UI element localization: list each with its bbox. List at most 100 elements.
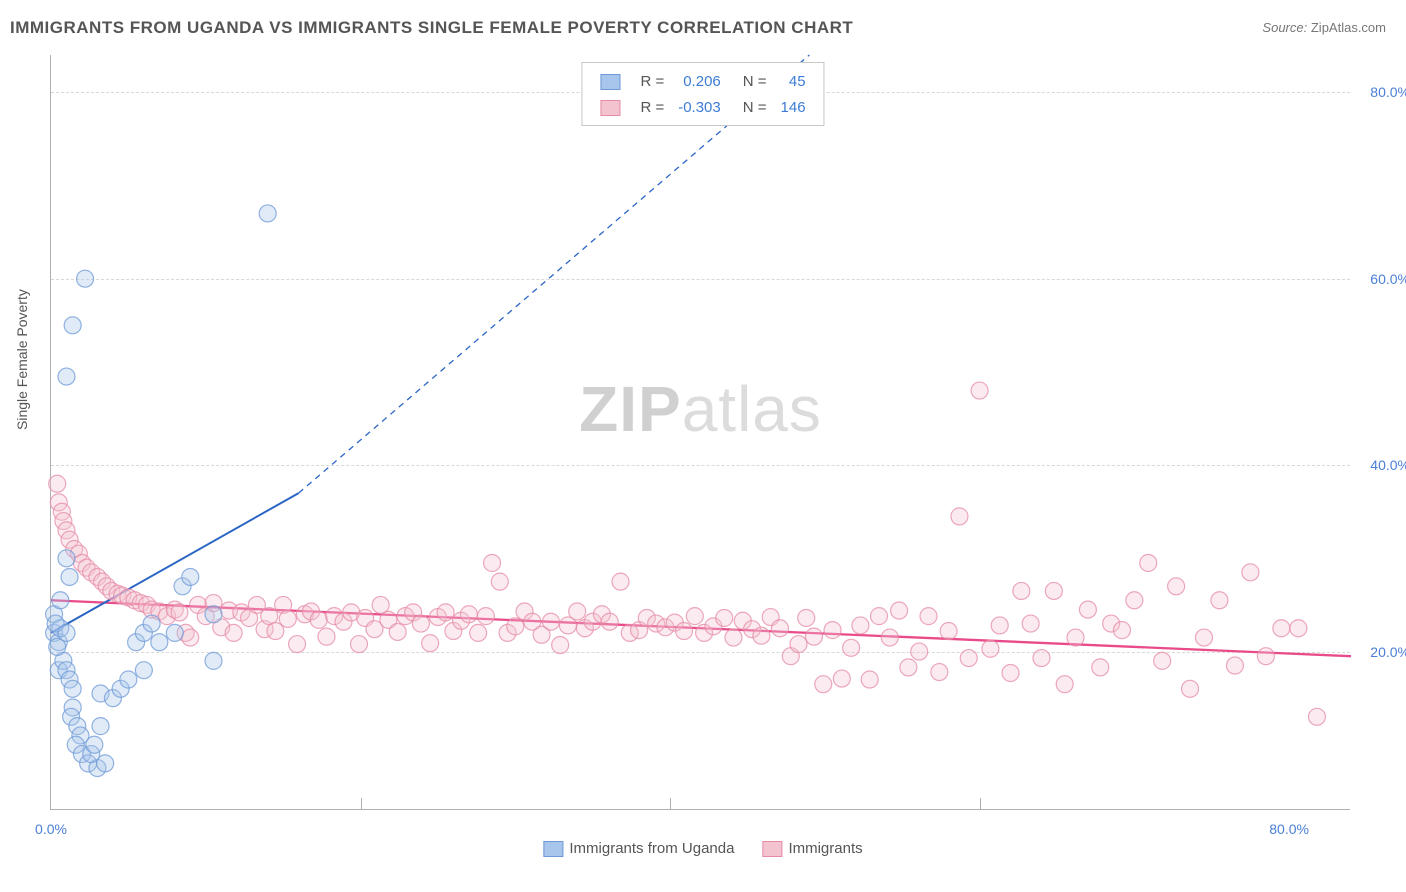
data-point <box>1045 582 1062 599</box>
data-point <box>86 736 103 753</box>
data-point <box>477 608 494 625</box>
data-point <box>891 602 908 619</box>
plot-area: ZIPatlas 20.0%40.0%60.0%80.0%0.0%80.0% <box>50 55 1350 810</box>
data-point <box>833 670 850 687</box>
source-label: Source: <box>1262 20 1307 35</box>
data-point <box>991 617 1008 634</box>
data-point <box>470 624 487 641</box>
data-point <box>289 636 306 653</box>
data-point <box>881 629 898 646</box>
legend-item: Immigrants from Uganda <box>543 840 734 857</box>
source-value: ZipAtlas.com <box>1311 20 1386 35</box>
data-point <box>1242 564 1259 581</box>
data-point <box>805 628 822 645</box>
data-point <box>931 664 948 681</box>
data-point <box>120 671 137 688</box>
data-point <box>1290 620 1307 637</box>
data-point <box>1079 601 1096 618</box>
chart-source: Source: ZipAtlas.com <box>1262 20 1386 35</box>
data-point <box>771 620 788 637</box>
data-point <box>61 568 78 585</box>
data-point <box>861 671 878 688</box>
data-point <box>1092 659 1109 676</box>
data-point <box>135 662 152 679</box>
data-point <box>279 610 296 627</box>
data-point <box>920 608 937 625</box>
chart-svg <box>51 55 1350 809</box>
legend-correlation: R =0.206N =45R =-0.303N =146 <box>581 62 824 126</box>
data-point <box>1168 578 1185 595</box>
data-point <box>310 611 327 628</box>
data-point <box>507 618 524 635</box>
data-point <box>460 606 477 623</box>
data-point <box>753 627 770 644</box>
data-point <box>1140 554 1157 571</box>
data-point <box>1273 620 1290 637</box>
y-tick-label: 20.0% <box>1355 644 1406 660</box>
data-point <box>960 650 977 667</box>
data-point <box>171 604 188 621</box>
data-point <box>422 635 439 652</box>
data-point <box>143 615 160 632</box>
data-point <box>552 637 569 654</box>
data-point <box>1067 629 1084 646</box>
data-point <box>92 718 109 735</box>
data-point <box>971 382 988 399</box>
data-point <box>372 596 389 613</box>
data-point <box>940 623 957 640</box>
data-point <box>77 270 94 287</box>
data-point <box>716 609 733 626</box>
data-point <box>815 676 832 693</box>
data-point <box>542 613 559 630</box>
x-tick-label: 80.0% <box>1269 821 1309 837</box>
data-point <box>64 680 81 697</box>
data-point <box>870 608 887 625</box>
data-point <box>1154 652 1171 669</box>
data-point <box>182 629 199 646</box>
data-point <box>1002 664 1019 681</box>
data-point <box>64 317 81 334</box>
data-point <box>569 603 586 620</box>
data-point <box>389 623 406 640</box>
y-axis-label: Single Female Poverty <box>14 289 30 430</box>
x-tick-label: 0.0% <box>35 821 67 837</box>
data-point <box>1022 615 1039 632</box>
data-point <box>49 475 66 492</box>
data-point <box>318 628 335 645</box>
data-point <box>824 622 841 639</box>
data-point <box>182 568 199 585</box>
data-point <box>1195 629 1212 646</box>
data-point <box>52 592 69 609</box>
legend-series: Immigrants from UgandaImmigrants <box>529 840 876 857</box>
data-point <box>612 573 629 590</box>
data-point <box>58 368 75 385</box>
data-point <box>1308 708 1325 725</box>
data-point <box>205 652 222 669</box>
data-point <box>437 604 454 621</box>
data-point <box>951 508 968 525</box>
data-point <box>412 615 429 632</box>
chart-title: IMMIGRANTS FROM UGANDA VS IMMIGRANTS SIN… <box>10 18 853 38</box>
data-point <box>601 613 618 630</box>
data-point <box>675 623 692 640</box>
data-point <box>1013 582 1030 599</box>
legend-correlation-row: R =-0.303N =146 <box>594 95 811 119</box>
legend-correlation-row: R =0.206N =45 <box>594 69 811 93</box>
data-point <box>58 624 75 641</box>
data-point <box>725 629 742 646</box>
y-tick-label: 60.0% <box>1355 271 1406 287</box>
data-point <box>982 640 999 657</box>
data-point <box>1226 657 1243 674</box>
data-point <box>205 606 222 623</box>
data-point <box>151 634 168 651</box>
data-point <box>900 659 917 676</box>
data-point <box>1211 592 1228 609</box>
data-point <box>852 617 869 634</box>
data-point <box>1257 648 1274 665</box>
data-point <box>911 643 928 660</box>
data-point <box>350 636 367 653</box>
data-point <box>1126 592 1143 609</box>
data-point <box>843 639 860 656</box>
data-point <box>484 554 501 571</box>
data-point <box>1056 676 1073 693</box>
